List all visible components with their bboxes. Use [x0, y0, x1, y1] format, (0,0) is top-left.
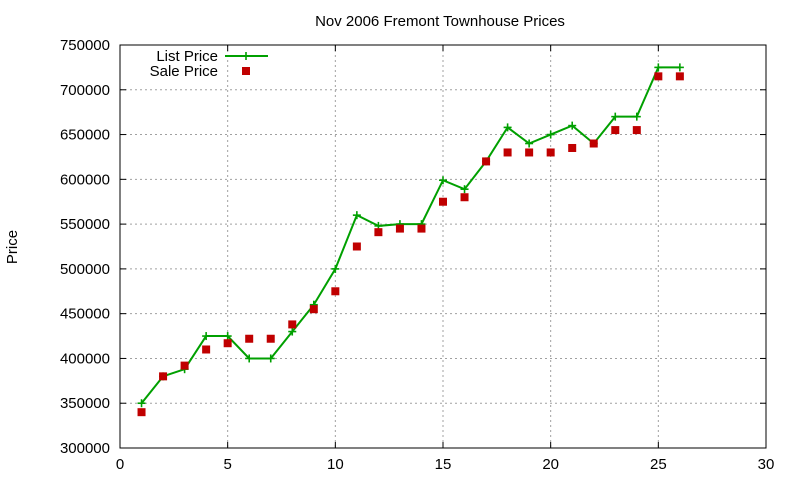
legend: List Price Sale Price: [150, 48, 268, 80]
sale-price-point: [374, 228, 383, 237]
legend-marker-list-price: [242, 52, 250, 60]
sale-price-point: [245, 334, 254, 343]
y-tick-label: 400000: [60, 350, 110, 367]
y-tick-label: 750000: [60, 37, 110, 54]
y-tick-label: 550000: [60, 216, 110, 233]
list-price-point: [245, 354, 254, 363]
x-tick-label: 20: [542, 456, 559, 473]
sale-price-point: [654, 72, 663, 81]
series: [137, 63, 684, 417]
list-price-line: [140, 66, 680, 404]
sale-price-point: [460, 193, 469, 202]
x-tick-label: 30: [758, 456, 775, 473]
y-tick-label: 450000: [60, 306, 110, 323]
y-tick-labels: 300000 350000 400000 450000 500000 550000 6000…: [60, 37, 110, 457]
list-price-point: [202, 332, 211, 341]
list-price-point: [503, 123, 512, 132]
sale-price-point: [137, 408, 146, 417]
list-price-point: [439, 176, 447, 185]
sale-price-point: [223, 339, 232, 348]
list-price-point: [525, 139, 534, 148]
sale-price-point: [202, 345, 211, 354]
grid: [120, 45, 766, 448]
x-tick-label: 25: [650, 456, 667, 473]
list-price-point: [632, 112, 641, 121]
sale-price-point: [568, 143, 577, 152]
sale-price-point: [503, 148, 512, 157]
legend-sample-sale-price: [242, 67, 250, 75]
y-tick-label: 500000: [60, 261, 110, 278]
sale-price-point: [439, 197, 447, 206]
y-axis-label: Price: [4, 230, 21, 264]
list-price-point: [266, 354, 275, 363]
chart-title: Nov 2006 Fremont Townhouse Prices: [315, 13, 565, 30]
y-tick-label: 650000: [60, 127, 110, 144]
axis-ticks: [119, 44, 767, 449]
list-price-point: [331, 264, 340, 273]
sale-price-point: [525, 148, 534, 157]
sale-price-point: [331, 287, 340, 296]
legend-label-list-price: List Price: [156, 48, 218, 65]
list-price-point: [223, 332, 232, 341]
sale-price-point: [611, 126, 620, 135]
sale-price-point: [675, 72, 684, 81]
x-tick-label: 15: [435, 456, 452, 473]
list-price-point: [654, 63, 663, 72]
sale-price-point: [417, 224, 426, 233]
y-tick-label: 600000: [60, 171, 110, 188]
sale-price-point: [395, 224, 404, 233]
sale-price-point: [352, 242, 361, 251]
list-price-point: [611, 112, 620, 121]
sale-price-point: [632, 126, 641, 135]
sale-price-point: [546, 148, 555, 157]
x-tick-label: 5: [223, 456, 231, 473]
sale-price-point: [180, 361, 189, 370]
sale-price-point: [482, 157, 491, 166]
list-price-point: [460, 185, 469, 194]
y-tick-label: 350000: [60, 395, 110, 412]
legend-label-sale-price: Sale Price: [150, 63, 218, 80]
list-price-point: [352, 211, 361, 220]
x-tick-label: 10: [327, 456, 344, 473]
x-tick-labels: 0 5 10 15 20 25 30: [116, 456, 775, 473]
x-tick-label: 0: [116, 456, 124, 473]
list-price-point: [675, 63, 684, 72]
sale-price-point: [266, 334, 275, 343]
list-price-point: [137, 399, 146, 408]
list-price-point: [288, 327, 297, 336]
y-tick-label: 700000: [60, 82, 110, 99]
list-price-point: [568, 121, 577, 130]
y-tick-label: 300000: [60, 440, 110, 457]
sale-price-point: [288, 320, 297, 329]
sale-price-point: [309, 305, 318, 314]
sale-price-point: [159, 372, 168, 381]
list-price-point: [546, 130, 555, 139]
sale-price-point: [589, 139, 598, 148]
